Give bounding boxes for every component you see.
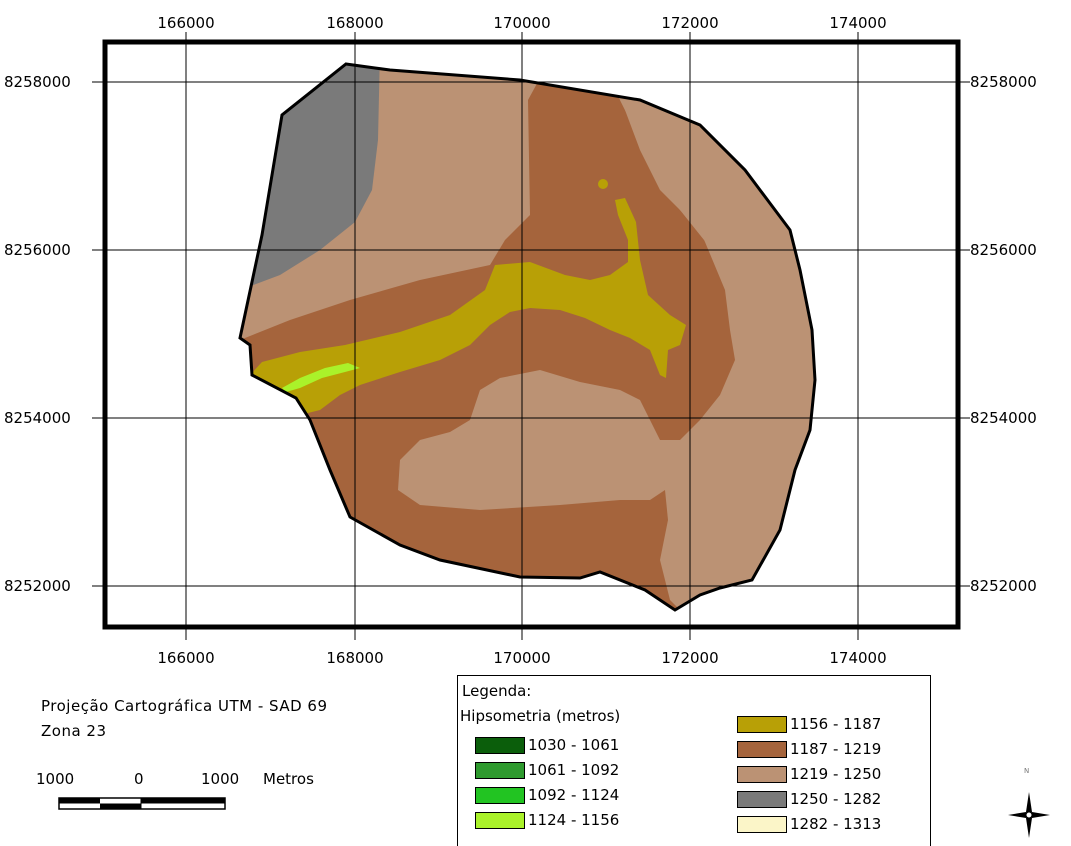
north-letter: N (1024, 767, 1030, 775)
scale-label-left: 1000 (36, 770, 75, 788)
x-tick-bottom: 174000 (829, 649, 887, 667)
legend-label: 1092 - 1124 (528, 786, 620, 804)
legend-swatch (475, 736, 525, 754)
scale-unit: Metros (263, 770, 314, 788)
legend-label: 1124 - 1156 (528, 811, 620, 829)
legend-title: Legenda: (462, 682, 532, 700)
y-tick-left: 8258000 (4, 73, 71, 91)
coordinate-grid (92, 32, 970, 640)
north-arrow-icon (1008, 792, 1050, 838)
x-tick-bottom: 172000 (661, 649, 719, 667)
x-tick-top: 170000 (493, 14, 551, 32)
x-tick-top: 172000 (661, 14, 719, 32)
y-tick-right: 8258000 (970, 73, 1037, 91)
projection-text: Projeção Cartográfica UTM - SAD 69 (41, 697, 328, 715)
x-tick-bottom: 170000 (493, 649, 551, 667)
legend-item: 1250 - 1282 (737, 789, 881, 809)
legend-label: 1156 - 1187 (790, 715, 882, 733)
legend-item: 1124 - 1156 (475, 810, 619, 830)
legend: Legenda: Hipsometria (metros) 1030 - 106… (457, 675, 931, 846)
zone-text: Zona 23 (41, 722, 107, 740)
map-border (102, 39, 961, 630)
legend-item: 1156 - 1187 (737, 714, 881, 734)
legend-subtitle: Hipsometria (metros) (460, 707, 621, 725)
zone-1124-1156 (282, 363, 360, 392)
legend-item: 1187 - 1219 (737, 739, 881, 759)
y-tick-left: 8254000 (4, 409, 71, 427)
legend-label: 1219 - 1250 (790, 765, 882, 783)
legend-item: 1092 - 1124 (475, 785, 619, 805)
legend-swatch (737, 815, 787, 833)
scale-bar (58, 797, 226, 810)
x-tick-bottom: 168000 (326, 649, 384, 667)
zone-1156-1187-dot (598, 179, 608, 189)
hypsometry-layer (240, 64, 815, 610)
x-tick-top: 166000 (157, 14, 215, 32)
y-tick-right: 8256000 (970, 241, 1037, 259)
legend-swatch (737, 715, 787, 733)
legend-swatch (737, 740, 787, 758)
legend-swatch (475, 761, 525, 779)
legend-item: 1061 - 1092 (475, 760, 619, 780)
zone-1219-1250-ne (620, 100, 800, 280)
scale-label-right: 1000 (201, 770, 240, 788)
legend-item: 1282 - 1313 (737, 814, 881, 834)
legend-label: 1282 - 1313 (790, 815, 882, 833)
legend-item: 1219 - 1250 (737, 764, 881, 784)
x-tick-bottom: 166000 (157, 649, 215, 667)
legend-swatch (475, 786, 525, 804)
scale-label-zero: 0 (134, 770, 144, 788)
legend-label: 1061 - 1092 (528, 761, 620, 779)
legend-label: 1030 - 1061 (528, 736, 620, 754)
x-tick-top: 174000 (829, 14, 887, 32)
legend-swatch (737, 765, 787, 783)
legend-label: 1250 - 1282 (790, 790, 882, 808)
y-tick-left: 8256000 (4, 241, 71, 259)
study-area-boundary (238, 62, 817, 612)
legend-swatch (475, 811, 525, 829)
legend-swatch (737, 790, 787, 808)
x-tick-top: 168000 (326, 14, 384, 32)
y-tick-left: 8252000 (4, 577, 71, 595)
legend-label: 1187 - 1219 (790, 740, 882, 758)
y-tick-right: 8254000 (970, 409, 1037, 427)
zone-1187-1219 (240, 78, 735, 610)
legend-item: 1030 - 1061 (475, 735, 619, 755)
zone-1156-1187 (250, 198, 686, 415)
y-tick-right: 8252000 (970, 577, 1037, 595)
